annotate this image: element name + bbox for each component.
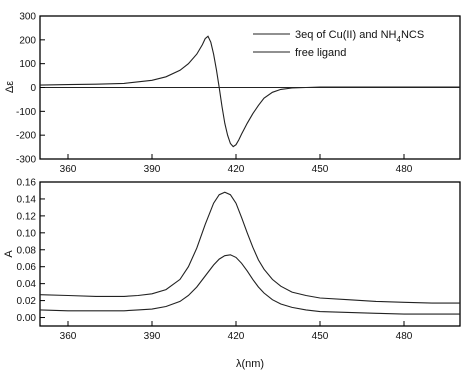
cd-y-tick-label: -200 — [16, 131, 36, 142]
cd-y-tick-label: 300 — [19, 12, 36, 23]
abs-y-tick-label: 0.12 — [17, 211, 37, 222]
cd-ticks: 360 390 420 450 480 -300 -200 -100 0 100 200 300 — [16, 12, 413, 176]
abs-y-tick-label: 0.16 — [17, 178, 37, 189]
abs-y-tick-label: 0.04 — [17, 279, 37, 290]
cd-panel: 360 390 420 450 480 -300 -200 -100 0 100 200 300 Δε… — [4, 12, 461, 176]
cd-x-tick-label: 420 — [228, 164, 245, 175]
abs-x-tick-label: 420 — [228, 331, 245, 342]
abs-y-tick-label: 0.02 — [17, 296, 37, 307]
abs-y-tick-label: 0.00 — [17, 313, 37, 324]
abs-y-tick-label: 0.06 — [17, 262, 37, 273]
x-axis-label: λ(nm) — [236, 358, 264, 370]
abs-y-tick-label: 0.10 — [17, 228, 37, 239]
cd-y-tick-label: 200 — [19, 35, 36, 46]
cd-y-tick-label: 100 — [19, 59, 36, 70]
abs-trace-complex — [39, 191, 460, 304]
cd-trace-complex — [39, 35, 460, 148]
abs-y-tick-label: 0.08 — [17, 245, 37, 256]
abs-trace-free-ligand — [39, 254, 460, 315]
legend-label-free-ligand: free ligand — [295, 47, 346, 59]
cd-y-tick-label: -100 — [16, 107, 36, 118]
cd-x-tick-label: 450 — [312, 164, 329, 175]
legend-label-complex: 3eq of Cu(II) and NH4NCS — [295, 29, 424, 44]
cd-x-tick-label: 480 — [396, 164, 413, 175]
abs-x-tick-label: 390 — [144, 331, 161, 342]
cd-legend: 3eq of Cu(II) and NH4NCS free ligand — [253, 29, 424, 59]
abs-ticks: 360 390 420 450 480 0.00 0.02 0.04 0.06 0.08 0.10 0… — [17, 178, 413, 343]
abs-x-tick-label: 450 — [312, 331, 329, 342]
abs-plot-frame — [39, 181, 461, 327]
abs-x-tick-label: 360 — [60, 331, 77, 342]
abs-x-tick-label: 480 — [396, 331, 413, 342]
cd-y-tick-label: 0 — [30, 83, 36, 94]
cd-traces — [39, 35, 460, 148]
abs-traces — [39, 191, 460, 315]
cd-x-tick-label: 390 — [144, 164, 161, 175]
cd-x-tick-label: 360 — [60, 164, 77, 175]
abs-y-tick-label: 0.14 — [17, 194, 37, 205]
abs-panel: 360 390 420 450 480 0.00 0.02 0.04 0.06 0.08 0.10 0… — [3, 178, 461, 370]
cd-y-tick-label: -300 — [16, 155, 36, 166]
abs-y-axis-label: A — [3, 250, 15, 258]
cd-y-axis-label: Δε — [4, 81, 16, 93]
